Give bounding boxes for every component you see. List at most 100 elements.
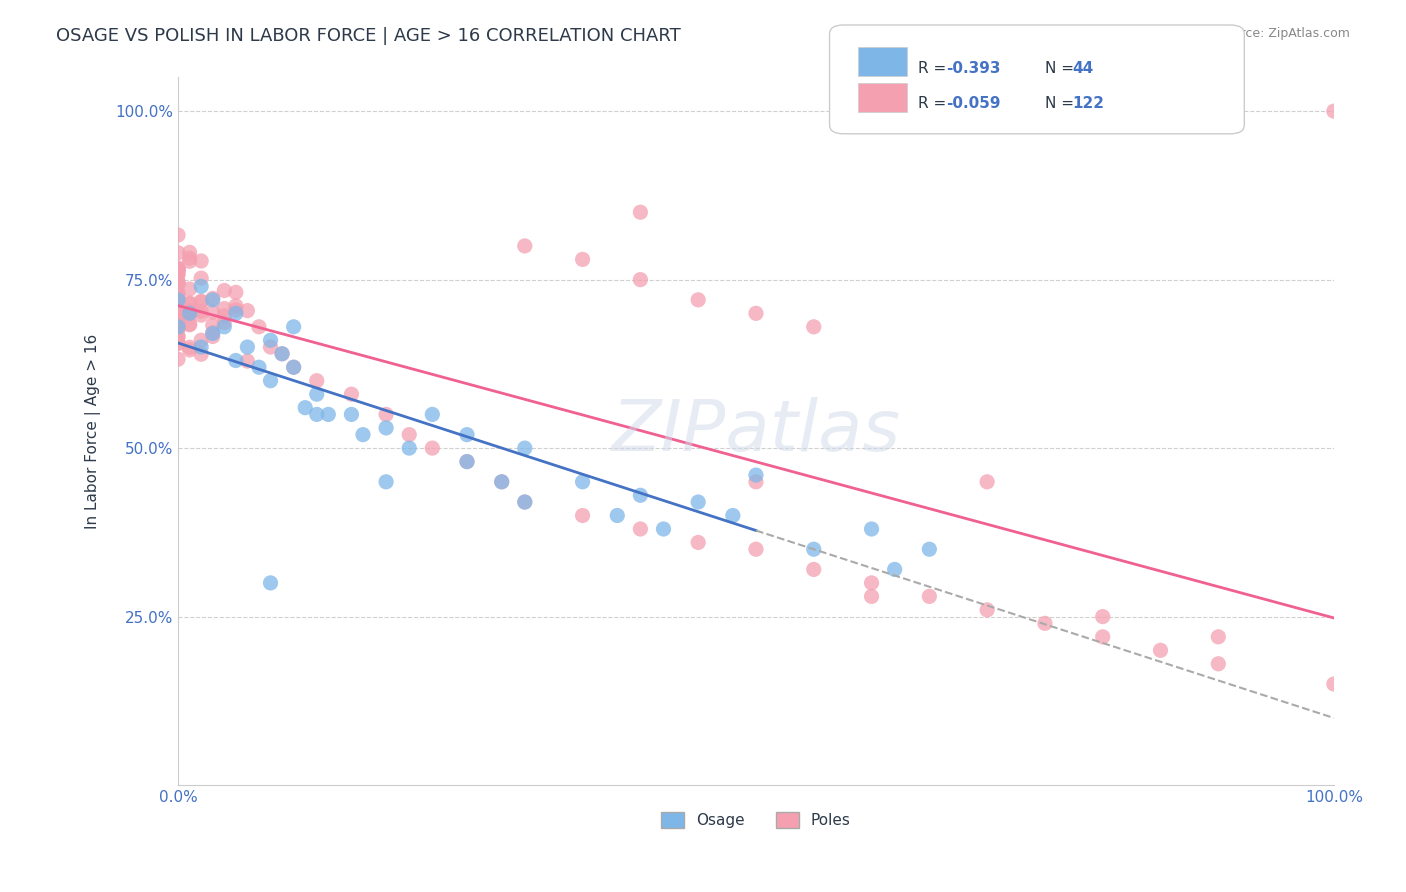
Osage — [513, 441, 536, 455]
Text: -0.393: -0.393 — [946, 61, 1001, 76]
Poles — [214, 309, 236, 323]
Osage — [456, 427, 478, 442]
Poles — [190, 333, 212, 347]
Poles — [179, 245, 201, 260]
Poles — [201, 326, 224, 340]
Poles — [167, 321, 190, 335]
Osage — [190, 279, 212, 293]
Poles — [167, 288, 190, 302]
Poles — [190, 254, 212, 268]
Osage — [271, 347, 294, 361]
Osage — [305, 408, 328, 422]
Poles — [179, 340, 201, 354]
Poles — [976, 603, 998, 617]
Poles — [167, 317, 190, 331]
Poles — [179, 317, 201, 331]
Osage — [259, 374, 281, 388]
Poles — [513, 495, 536, 509]
Poles — [167, 228, 190, 243]
Poles — [167, 311, 190, 326]
Osage — [918, 542, 941, 557]
Text: Source: ZipAtlas.com: Source: ZipAtlas.com — [1216, 27, 1350, 40]
Poles — [167, 301, 190, 315]
Osage — [883, 562, 905, 576]
Osage — [236, 340, 259, 354]
Poles — [167, 320, 190, 334]
Osage — [860, 522, 883, 536]
Poles — [571, 508, 593, 523]
Osage — [606, 508, 628, 523]
Poles — [167, 266, 190, 280]
Osage — [167, 293, 190, 307]
Legend: Osage, Poles: Osage, Poles — [655, 805, 856, 834]
Poles — [167, 245, 190, 260]
Osage — [688, 495, 710, 509]
Poles — [167, 262, 190, 277]
Poles — [201, 305, 224, 319]
Poles — [179, 254, 201, 268]
Poles — [167, 303, 190, 318]
Osage — [721, 508, 744, 523]
Poles — [167, 263, 190, 277]
Osage — [513, 495, 536, 509]
Text: N =: N = — [1045, 61, 1078, 76]
Poles — [179, 318, 201, 332]
Poles — [179, 304, 201, 318]
Poles — [190, 304, 212, 318]
Poles — [283, 360, 305, 375]
Poles — [259, 340, 281, 354]
Poles — [225, 285, 247, 300]
Osage — [340, 408, 363, 422]
Poles — [1206, 657, 1229, 671]
Poles — [214, 301, 236, 316]
Poles — [1033, 616, 1056, 631]
Poles — [375, 408, 398, 422]
Poles — [305, 374, 328, 388]
Poles — [190, 347, 212, 361]
Osage — [283, 360, 305, 375]
Poles — [167, 336, 190, 351]
Osage — [491, 475, 513, 489]
Poles — [225, 299, 247, 313]
Osage — [420, 408, 443, 422]
Poles — [456, 454, 478, 468]
Osage — [214, 319, 236, 334]
Poles — [167, 277, 190, 292]
Poles — [179, 303, 201, 318]
Poles — [167, 329, 190, 343]
Poles — [179, 304, 201, 318]
Osage — [318, 408, 340, 422]
Poles — [688, 535, 710, 549]
Poles — [167, 275, 190, 289]
Poles — [167, 262, 190, 277]
Osage — [201, 326, 224, 341]
Poles — [340, 387, 363, 401]
Osage — [225, 353, 247, 368]
Text: ZIPatlas: ZIPatlas — [612, 397, 900, 466]
Poles — [236, 303, 259, 318]
Poles — [190, 308, 212, 322]
Osage — [352, 427, 374, 442]
Osage — [283, 319, 305, 334]
Osage — [167, 319, 190, 334]
Poles — [167, 288, 190, 302]
Osage — [259, 333, 281, 347]
Poles — [201, 329, 224, 343]
Poles — [860, 590, 883, 604]
Poles — [1323, 677, 1346, 691]
Osage — [571, 475, 593, 489]
Osage — [628, 488, 651, 502]
Poles — [167, 275, 190, 289]
Poles — [1149, 643, 1171, 657]
Poles — [247, 319, 270, 334]
Poles — [179, 306, 201, 320]
Osage — [294, 401, 316, 415]
Poles — [1206, 630, 1229, 644]
Poles — [214, 316, 236, 330]
Poles — [976, 475, 998, 489]
Poles — [745, 475, 768, 489]
Poles — [179, 251, 201, 265]
Poles — [167, 307, 190, 321]
Text: N =: N = — [1045, 96, 1078, 112]
Poles — [167, 263, 190, 277]
